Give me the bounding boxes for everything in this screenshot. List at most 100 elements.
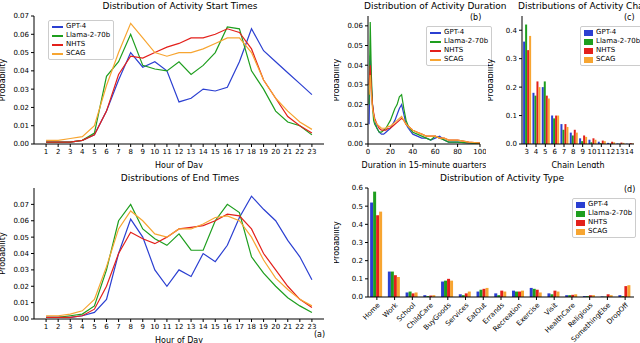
svg-text:4: 4 [534, 148, 539, 156]
svg-text:DropOff: DropOff [605, 301, 630, 326]
svg-text:0.2: 0.2 [506, 84, 517, 92]
svg-text:Exercise: Exercise [515, 301, 541, 327]
svg-text:Chain Length: Chain Length [552, 161, 605, 168]
svg-text:15: 15 [211, 148, 220, 156]
svg-text:0.3: 0.3 [352, 239, 363, 247]
svg-text:0.1: 0.1 [506, 112, 517, 120]
svg-text:0: 0 [366, 148, 370, 156]
svg-text:23: 23 [307, 148, 316, 156]
svg-text:5: 5 [92, 323, 96, 331]
svg-text:0.06: 0.06 [347, 22, 363, 30]
svg-text:Home: Home [362, 301, 382, 321]
svg-text:0.4: 0.4 [506, 27, 518, 35]
svg-text:11: 11 [162, 148, 171, 156]
svg-text:0.03: 0.03 [13, 86, 29, 94]
svg-text:16: 16 [223, 148, 232, 156]
svg-text:Hour of Day: Hour of Day [155, 336, 203, 343]
svg-text:0.06: 0.06 [13, 217, 29, 225]
svg-text:8: 8 [128, 323, 132, 331]
svg-text:20: 20 [271, 323, 280, 331]
svg-text:0.5: 0.5 [352, 203, 363, 211]
svg-text:100: 100 [473, 148, 486, 156]
svg-text:0.2: 0.2 [352, 257, 363, 265]
svg-text:22: 22 [295, 148, 304, 156]
svg-text:5: 5 [92, 148, 96, 156]
svg-text:Probability: Probability [488, 59, 495, 102]
svg-text:12: 12 [175, 323, 184, 331]
svg-text:22: 22 [295, 323, 304, 331]
svg-text:18: 18 [247, 323, 256, 331]
svg-text:7: 7 [562, 148, 566, 156]
svg-text:0.02: 0.02 [347, 101, 363, 109]
svg-text:1: 1 [44, 323, 48, 331]
svg-text:9: 9 [141, 148, 145, 156]
svg-text:21: 21 [283, 148, 292, 156]
svg-text:19: 19 [259, 323, 268, 331]
svg-text:2: 2 [56, 148, 60, 156]
svg-text:0.05: 0.05 [13, 234, 29, 242]
svg-text:3: 3 [524, 148, 528, 156]
svg-text:10: 10 [588, 148, 597, 156]
svg-text:8: 8 [571, 148, 575, 156]
svg-text:Probability: Probability [334, 221, 341, 264]
svg-text:0.1: 0.1 [352, 275, 363, 283]
svg-text:60: 60 [431, 148, 440, 156]
svg-text:0.6: 0.6 [352, 184, 364, 192]
svg-text:20: 20 [386, 148, 395, 156]
svg-text:Hour of Day: Hour of Day [155, 161, 203, 168]
svg-text:3: 3 [68, 148, 72, 156]
svg-text:12: 12 [175, 148, 184, 156]
svg-text:0.00: 0.00 [13, 315, 29, 323]
svg-text:9: 9 [580, 148, 584, 156]
svg-text:21: 21 [283, 323, 292, 331]
svg-text:10: 10 [150, 148, 159, 156]
svg-text:14: 14 [199, 323, 208, 331]
svg-text:Probability: Probability [334, 59, 341, 102]
svg-text:19: 19 [259, 148, 268, 156]
svg-text:8: 8 [128, 148, 132, 156]
svg-text:12: 12 [606, 148, 615, 156]
svg-text:0.01: 0.01 [347, 121, 363, 129]
svg-text:0.01: 0.01 [13, 299, 29, 307]
svg-text:0.04: 0.04 [13, 250, 29, 258]
svg-text:6: 6 [104, 148, 109, 156]
svg-text:0.01: 0.01 [13, 122, 29, 130]
svg-text:0.4: 0.4 [352, 221, 364, 229]
svg-text:11: 11 [162, 323, 171, 331]
svg-text:5: 5 [543, 148, 547, 156]
svg-text:11: 11 [597, 148, 606, 156]
svg-text:0.02: 0.02 [13, 104, 29, 112]
svg-text:0.04: 0.04 [347, 62, 363, 70]
svg-text:14: 14 [199, 148, 208, 156]
svg-text:Duration in 15-minute quarters: Duration in 15-minute quarters [362, 161, 486, 168]
svg-text:4: 4 [80, 323, 85, 331]
svg-text:3: 3 [68, 323, 72, 331]
svg-text:0.02: 0.02 [13, 283, 29, 291]
svg-text:16: 16 [223, 323, 232, 331]
svg-text:7: 7 [116, 148, 120, 156]
svg-text:2: 2 [56, 323, 60, 331]
svg-text:6: 6 [552, 148, 557, 156]
svg-text:14: 14 [625, 148, 632, 156]
svg-text:17: 17 [235, 323, 244, 331]
svg-text:Services: Services [444, 301, 471, 328]
svg-text:1: 1 [44, 148, 48, 156]
svg-text:13: 13 [187, 148, 196, 156]
svg-text:23: 23 [307, 323, 316, 331]
svg-text:0.3: 0.3 [506, 55, 517, 63]
svg-text:0.07: 0.07 [13, 12, 29, 20]
svg-text:6: 6 [104, 323, 109, 331]
svg-text:0.00: 0.00 [347, 140, 363, 148]
svg-text:4: 4 [80, 148, 85, 156]
svg-text:80: 80 [453, 148, 462, 156]
svg-text:15: 15 [211, 323, 220, 331]
svg-text:0.05: 0.05 [13, 49, 29, 57]
svg-text:0.04: 0.04 [13, 67, 29, 75]
svg-text:0.00: 0.00 [13, 140, 29, 148]
svg-text:0.0: 0.0 [506, 140, 517, 148]
svg-text:9: 9 [141, 323, 145, 331]
svg-text:13: 13 [616, 148, 625, 156]
svg-text:13: 13 [187, 323, 196, 331]
svg-text:0.03: 0.03 [347, 81, 363, 89]
svg-text:0.05: 0.05 [347, 42, 363, 50]
